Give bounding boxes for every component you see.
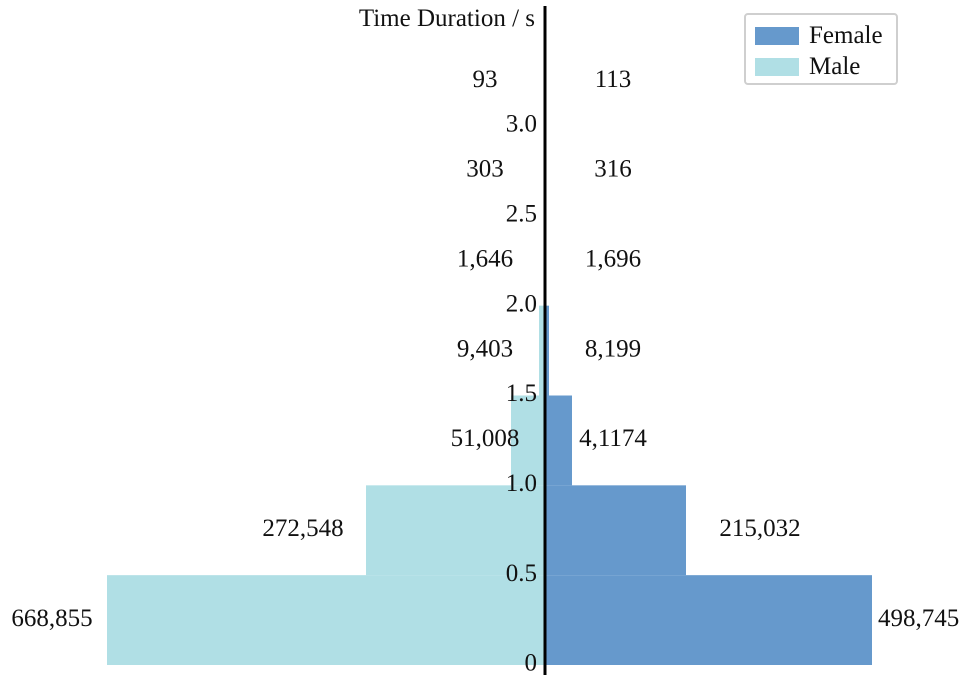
male-value-label-6: 93 <box>473 66 498 93</box>
female-value-label-6: 113 <box>595 66 632 93</box>
y-tick-label-5: 2.5 <box>506 201 537 228</box>
legend-label-female: Female <box>809 22 883 50</box>
y-tick-label-1: 0.5 <box>506 560 537 587</box>
male-bar-0 <box>107 575 545 665</box>
female-value-label-2: 4,1174 <box>579 425 647 452</box>
legend-item-female: Female <box>755 23 883 49</box>
legend-item-male: Male <box>755 54 860 80</box>
female-value-label-4: 1,696 <box>585 245 641 272</box>
female-bar-0 <box>545 575 872 665</box>
female-value-label-5: 316 <box>594 156 632 183</box>
male-value-label-1: 272,548 <box>262 515 343 542</box>
male-value-label-3: 9,403 <box>457 335 513 362</box>
y-tick-label-6: 3.0 <box>506 111 537 138</box>
male-value-label-4: 1,646 <box>457 245 513 272</box>
female-value-label-3: 8,199 <box>585 335 641 362</box>
y-tick-label-0: 0 <box>525 650 538 675</box>
legend-swatch-male <box>755 58 799 76</box>
y-axis-title: Time Duration / s <box>359 5 535 32</box>
male-value-label-5: 303 <box>466 156 504 183</box>
female-value-label-0: 498,745 <box>878 605 959 632</box>
female-bar-1 <box>545 485 686 575</box>
male-value-label-0: 668,855 <box>11 605 92 632</box>
y-tick-label-3: 1.5 <box>506 380 537 407</box>
y-tick-label-4: 2.0 <box>506 290 537 317</box>
legend: Female Male <box>744 13 898 85</box>
legend-label-male: Male <box>809 53 860 81</box>
y-tick-label-2: 1.0 <box>506 470 537 497</box>
male-value-label-2: 51,008 <box>451 425 520 452</box>
legend-swatch-female <box>755 27 799 45</box>
female-bar-2 <box>545 396 572 486</box>
female-value-label-1: 215,032 <box>719 515 800 542</box>
